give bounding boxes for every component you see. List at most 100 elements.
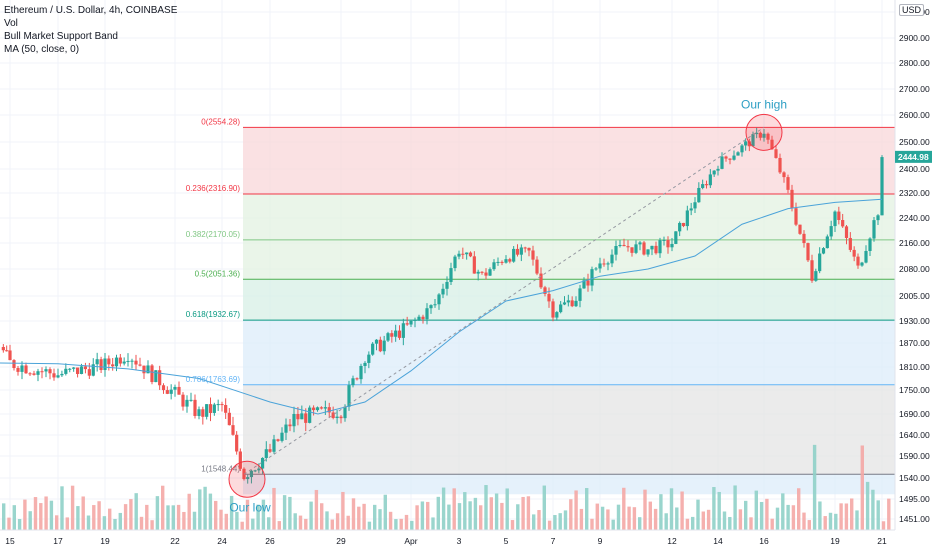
volume-bar xyxy=(569,499,573,530)
price-tick: 1870.00 xyxy=(899,338,930,348)
indicator-bull-band[interactable]: Bull Market Support Band xyxy=(4,31,118,42)
candle-body xyxy=(429,305,433,309)
candle-body xyxy=(740,145,744,153)
candle-body xyxy=(790,189,794,209)
volume-bar xyxy=(76,506,80,530)
volume-bar xyxy=(431,517,435,530)
candle-body xyxy=(417,316,421,320)
volume-bar xyxy=(166,505,170,530)
candle-body xyxy=(559,304,563,313)
candle-body xyxy=(693,202,697,209)
volume-bar xyxy=(595,503,599,530)
candlesticks xyxy=(1,127,884,484)
fib-band xyxy=(243,384,895,475)
candle-body xyxy=(44,369,48,372)
indicator-vol[interactable]: Vol xyxy=(4,18,18,29)
candle-body xyxy=(720,156,724,169)
symbol-title[interactable]: Ethereum / U.S. Dollar, 4h, COINBASE xyxy=(4,5,178,16)
volume-bar xyxy=(171,505,175,530)
fib-band xyxy=(243,193,895,240)
candle-body xyxy=(20,365,24,372)
candle-body xyxy=(504,259,508,263)
candle-body xyxy=(216,404,220,406)
price-tick: 2400.00 xyxy=(899,164,930,174)
candle-body xyxy=(437,294,441,305)
candle-body xyxy=(766,133,770,140)
candle-body xyxy=(280,432,284,441)
candle-body xyxy=(249,470,254,478)
candle-body xyxy=(880,193,884,216)
candle-body xyxy=(508,259,512,262)
price-tick: 1750.00 xyxy=(899,385,930,395)
fib-band xyxy=(243,127,895,194)
candle-body xyxy=(844,226,849,239)
candle-body xyxy=(728,158,732,160)
volume-bar xyxy=(611,519,615,530)
volume-bar xyxy=(696,499,700,530)
volume-bar xyxy=(685,518,690,530)
volume-bar xyxy=(245,499,250,530)
candle-body xyxy=(531,250,535,260)
candle-body xyxy=(818,253,822,272)
candle-body xyxy=(433,304,437,306)
volume-bar xyxy=(754,490,758,530)
candle-body xyxy=(453,256,457,269)
volume-bar xyxy=(691,516,695,530)
volume-bar xyxy=(563,510,568,530)
candle-body xyxy=(103,358,107,371)
time-axis[interactable]: 15 17 19 22 24 26 29 Apr 3 5 7 9 12 14 16 19 21 xyxy=(0,529,895,546)
volume-bar xyxy=(744,500,748,530)
volume-bar xyxy=(187,493,191,530)
volume-bar xyxy=(357,506,361,530)
candle-body xyxy=(622,244,626,247)
volume-bar xyxy=(214,500,218,530)
volume-bar xyxy=(229,495,234,530)
candle-body xyxy=(598,263,602,269)
currency-badge[interactable]: USD xyxy=(898,4,924,16)
candle-body xyxy=(8,350,12,361)
volume-bar xyxy=(161,485,165,530)
candle-body xyxy=(268,449,272,452)
candle-body xyxy=(658,240,662,254)
time-tick: Apr xyxy=(404,536,417,546)
price-tick: 2080.00 xyxy=(899,264,930,274)
time-tick: 15 xyxy=(5,536,15,546)
candle-body xyxy=(413,319,417,321)
candle-body xyxy=(602,263,606,265)
volume-bar xyxy=(717,491,721,530)
volume-bar xyxy=(797,488,801,530)
volume-bar xyxy=(844,503,849,530)
volume-bar xyxy=(855,510,859,530)
candle-body xyxy=(48,369,52,374)
candle-body xyxy=(72,367,76,369)
fibonacci-bands: 0(2554.28) 0.236(2316.90) 0.382(2170.05) 0.… xyxy=(186,117,895,495)
volume-bar xyxy=(182,511,186,530)
price-tick: 2600.00 xyxy=(899,110,930,120)
candle-body xyxy=(327,407,331,413)
candle-body xyxy=(52,373,56,378)
volume-bar xyxy=(378,509,382,530)
volume-bar xyxy=(457,503,462,530)
candle-body xyxy=(872,220,876,239)
price-axis[interactable]: 2950.002900.002800.002700.002600.002500.… xyxy=(894,0,932,550)
volume-bar xyxy=(235,511,239,530)
volume-bar xyxy=(653,508,658,530)
time-tick: 14 xyxy=(713,536,723,546)
indicator-ma[interactable]: MA (50, close, 0) xyxy=(4,44,80,55)
candle-body xyxy=(610,254,614,264)
candle-body xyxy=(32,373,36,375)
candle-body xyxy=(16,368,20,372)
candle-body xyxy=(492,262,496,270)
candle-body xyxy=(165,390,169,394)
price-tick: 2700.00 xyxy=(899,84,930,94)
candle-body xyxy=(284,424,288,433)
candle-body xyxy=(778,157,782,173)
volume-bar xyxy=(510,520,515,530)
volume-bar xyxy=(574,490,578,530)
candle-body xyxy=(235,434,239,452)
volume-bar xyxy=(463,492,467,530)
candle-body xyxy=(5,350,9,352)
volume-bar xyxy=(585,488,589,530)
